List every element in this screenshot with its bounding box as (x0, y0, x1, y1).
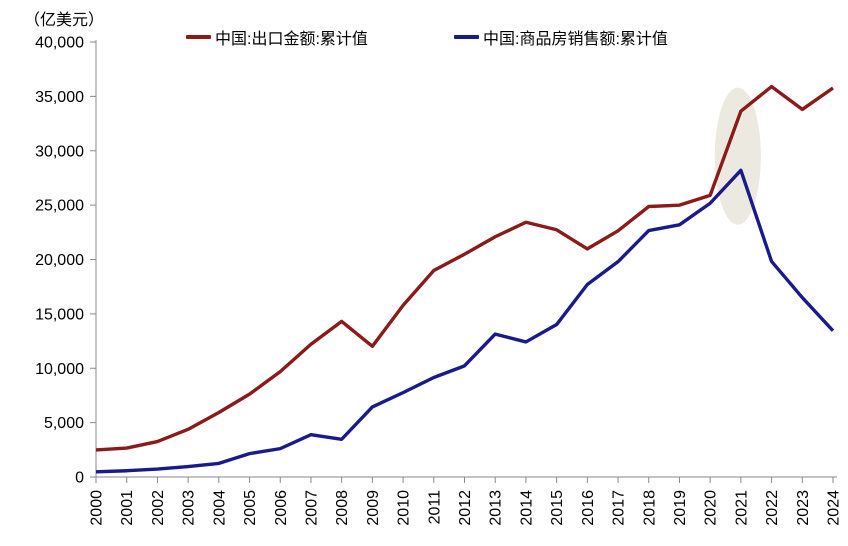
x-axis-tick-label: 2015 (549, 490, 566, 526)
x-axis-tick-label: 2014 (518, 490, 535, 526)
x-axis-tick-label: 2020 (703, 490, 720, 526)
x-axis-tick-label: 2002 (150, 490, 167, 526)
y-axis-tick-label: 20,000 (35, 252, 84, 269)
x-axis-tick-label: 2012 (457, 490, 474, 526)
legend-swatch-housing-icon (454, 35, 479, 39)
legend-swatch-exports-icon (186, 35, 211, 39)
x-axis-tick-label: 2007 (303, 490, 320, 526)
x-axis-tick-label: 2005 (242, 490, 259, 526)
x-axis-tick-label: 2021 (733, 490, 750, 526)
x-axis-tick-label: 2003 (181, 490, 198, 526)
x-axis-tick-label: 2019 (672, 490, 689, 526)
x-axis-tick-label: 2009 (365, 490, 382, 526)
x-axis-tick-label: 2016 (580, 490, 597, 526)
x-axis-tick-label: 2006 (273, 490, 290, 526)
series-line-housing (95, 168, 835, 474)
legend-label-exports: 中国:出口金额:累计值 (215, 31, 368, 48)
y-axis-tick-label: 40,000 (35, 35, 84, 52)
y-axis-tick-label: 35,000 (35, 89, 84, 106)
x-axis-tick-label: 2011 (426, 490, 443, 525)
y-axis-unit-label: （亿美元） (24, 12, 105, 29)
legend-label-housing: 中国:商品房销售额:累计值 (483, 31, 668, 48)
x-axis-tick-label: 2023 (795, 490, 812, 526)
y-axis-tick-label: 30,000 (35, 143, 84, 160)
legend-item-exports: 中国:出口金额:累计值 (186, 28, 368, 48)
x-axis-tick-label: 2001 (119, 490, 136, 526)
x-axis-tick-label: 2000 (89, 490, 106, 526)
x-axis-tick-label: 2024 (826, 490, 843, 526)
x-axis-tick-label: 2018 (641, 490, 658, 526)
y-axis-tick-label: 0 (75, 470, 84, 487)
x-axis-tick-label: 2010 (396, 490, 413, 526)
x-axis-tick-label: 2022 (764, 490, 781, 526)
y-axis-tick-label: 10,000 (35, 361, 84, 378)
y-axis-tick-label: 25,000 (35, 198, 84, 215)
x-axis-tick-label: 2017 (611, 490, 628, 526)
y-axis-tick-label: 15,000 (35, 306, 84, 323)
x-axis-tick-label: 2008 (334, 490, 351, 526)
series-line-exports (95, 84, 834, 452)
x-axis-tick-label: 2004 (211, 490, 228, 526)
legend-item-housing: 中国:商品房销售额:累计值 (454, 28, 668, 48)
x-axis-tick-label: 2013 (488, 490, 505, 526)
y-axis-tick-label: 5,000 (44, 415, 84, 432)
